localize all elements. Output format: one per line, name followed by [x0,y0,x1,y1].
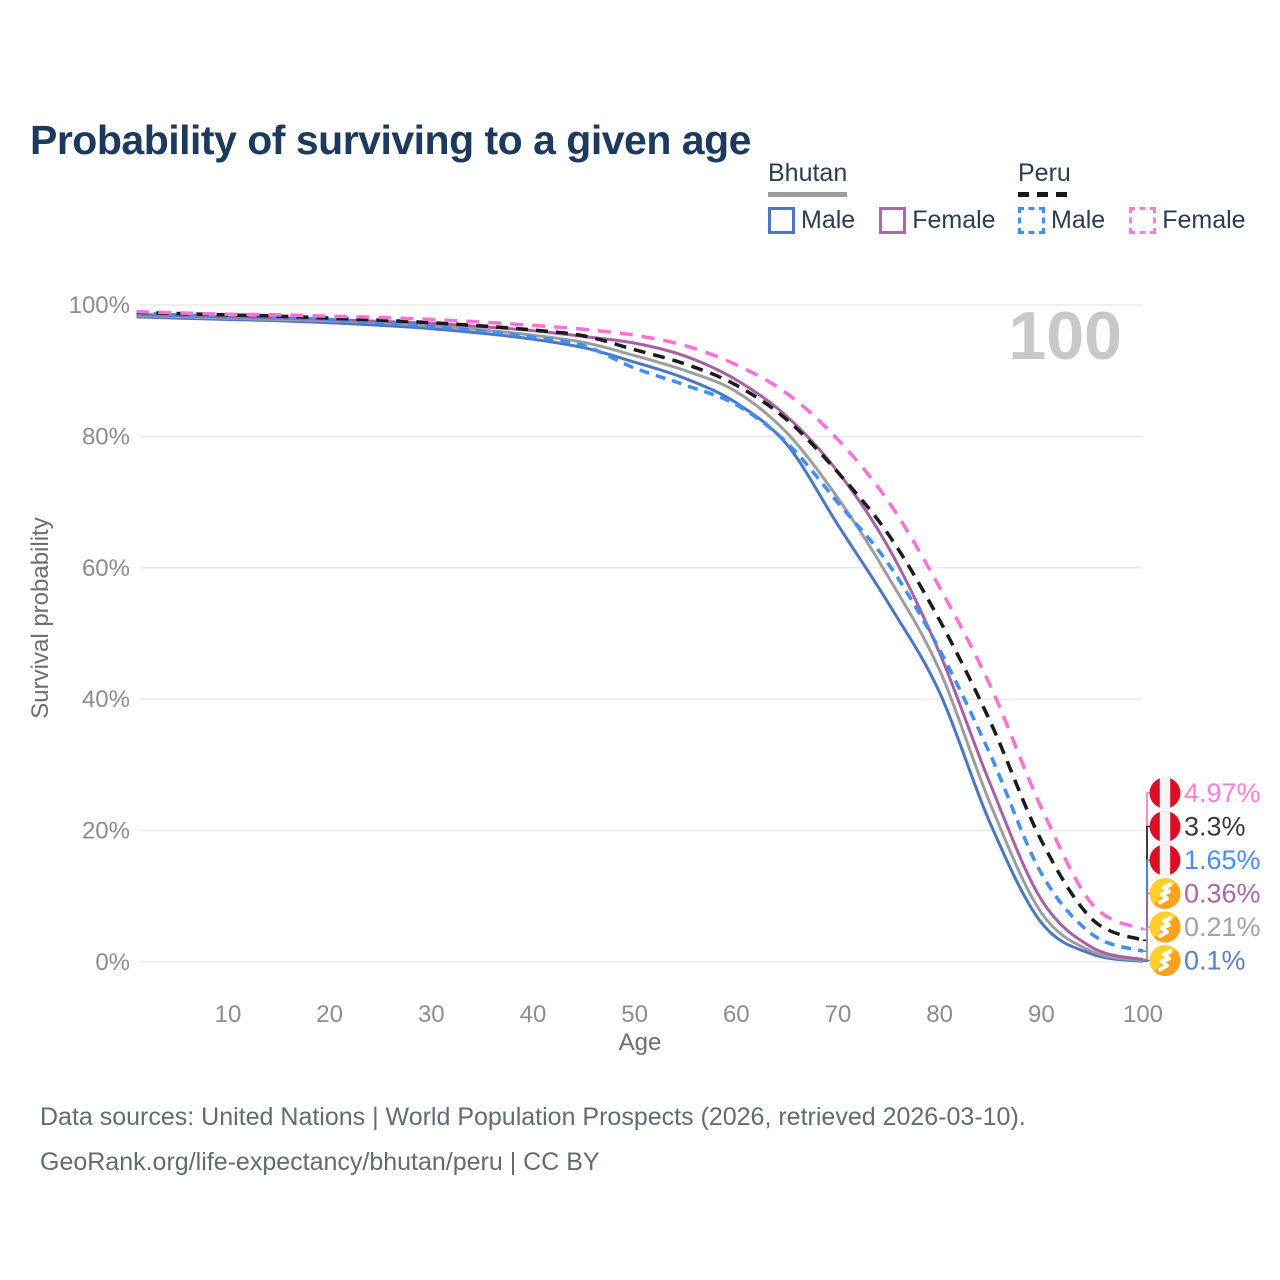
legend-header-bhutan[interactable]: Bhutan [768,159,848,197]
x-tick-label: 30 [418,1001,445,1028]
age-counter-watermark: 100 [1008,298,1122,374]
legend-item-peru-female[interactable]: Female [1129,205,1246,235]
legend-header-peru[interactable]: Peru [1018,159,1071,197]
x-tick-label: 100 [1123,1001,1163,1028]
end-label-connector [1143,926,1150,962]
bhutan-flag-icon [1149,878,1181,909]
y-tick-label: 60% [82,555,130,582]
end-value-label-bhutan-female: 0.36% [1184,879,1261,909]
end-value-label-bhutan-male: 0.1% [1184,946,1246,976]
bhutan-flag-icon [1149,911,1181,943]
x-axis-title: Age [619,1029,662,1056]
x-tick-label: 10 [215,1001,242,1028]
series-line-bhutan-male[interactable] [136,315,1144,963]
page-title: Probability of surviving to a given age [30,117,751,164]
y-tick-label: 20% [82,818,130,845]
legend-item-label: Male [1051,205,1106,234]
x-tick-label: 90 [1028,1001,1055,1028]
legend-item-bhutan-female[interactable]: Female [879,205,996,235]
y-tick-label: 0% [95,949,130,976]
peru-male-swatch-icon [1018,206,1045,234]
legend-title-peru: Peru [1018,159,1071,187]
end-value-label-bhutan: 0.21% [1184,912,1261,942]
data-sources-note: Data sources: United Nations | World Pop… [40,1103,1026,1131]
end-label-connector [1143,959,1150,963]
legend-item-label: Female [912,205,996,234]
legend-item-label: Female [1162,205,1246,234]
legend-item-label: Male [801,205,856,234]
legend-item-peru-male[interactable]: Male [1018,206,1105,235]
series-line-bhutan[interactable] [136,314,1144,963]
peru-flag-icon [1149,844,1181,876]
y-tick-label: 80% [82,423,130,450]
x-tick-label: 80 [926,1001,953,1028]
legend-group-bhutan: Bhutan Male Female [768,159,996,235]
y-axis-title: Survival probability [27,517,54,718]
bhutan-female-swatch-icon [879,206,907,234]
x-tick-label: 60 [723,1001,750,1028]
series-line-peru[interactable] [136,310,1144,942]
end-value-label-peru: 3.3% [1184,812,1246,842]
y-tick-label: 40% [82,686,130,713]
x-tick-label: 50 [621,1001,648,1028]
legend-item-bhutan-male[interactable]: Male [768,206,855,235]
peru-female-swatch-icon [1129,206,1157,234]
bhutan-male-swatch-icon [768,206,795,234]
attribution-note: GeoRank.org/life-expectancy/bhutan/peru … [40,1148,600,1176]
end-value-label-peru-female: 4.97% [1184,778,1261,808]
series-line-bhutan-female[interactable] [136,312,1144,962]
series-line-peru-male[interactable] [136,311,1144,953]
x-tick-label: 20 [316,1001,343,1028]
series-line-peru-female[interactable] [136,309,1144,931]
x-tick-label: 70 [825,1001,852,1028]
peru-line-swatch [1018,191,1071,197]
legend-group-peru: Peru Male Female [1018,159,1246,235]
peru-flag-icon [1149,811,1181,842]
legend-title-bhutan: Bhutan [768,159,848,187]
end-value-label-peru-male: 1.65% [1184,845,1261,875]
y-tick-label: 100% [69,292,130,319]
peru-flag-icon [1149,777,1181,809]
bhutan-flag-icon [1149,945,1181,976]
x-tick-label: 40 [520,1001,547,1028]
bhutan-line-swatch [768,191,848,197]
